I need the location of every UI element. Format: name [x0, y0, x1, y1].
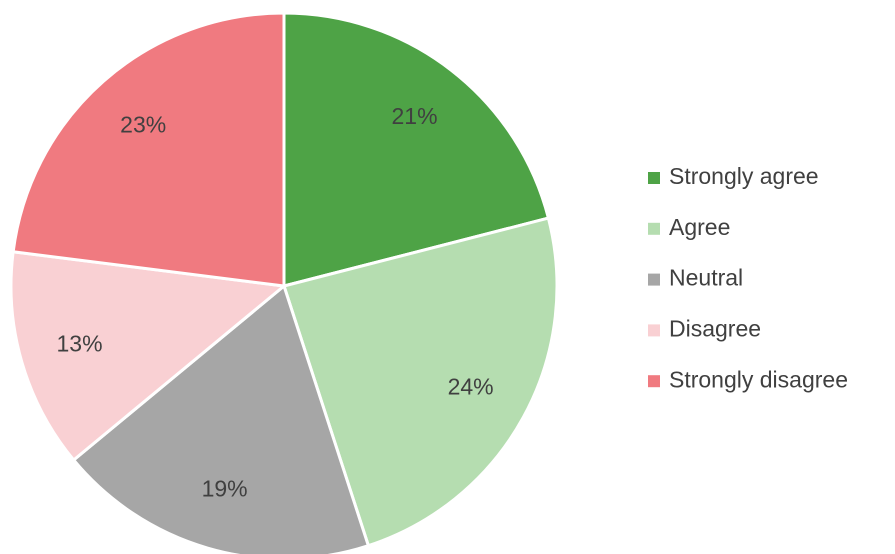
data-label: 23% — [120, 111, 166, 137]
data-label: 13% — [56, 330, 102, 356]
legend-swatch — [648, 375, 660, 388]
data-label: 21% — [391, 103, 437, 129]
legend-label: Disagree — [669, 315, 761, 341]
pie-slice — [9, 250, 288, 463]
legend-swatch — [648, 222, 660, 235]
pie-slice — [282, 216, 559, 548]
data-label: 24% — [448, 374, 494, 400]
legend-label: Agree — [669, 214, 730, 240]
legend-label: Strongly agree — [669, 163, 819, 189]
legend-swatch — [648, 273, 660, 286]
legend-label: Neutral — [669, 265, 743, 291]
legend-swatch — [648, 324, 660, 337]
pie-slice — [282, 11, 551, 288]
legend-label: Strongly disagree — [669, 366, 848, 392]
legend-swatch — [648, 172, 660, 184]
pie-slice — [11, 11, 286, 288]
pie-slice — [71, 283, 371, 554]
data-label: 19% — [202, 476, 248, 502]
